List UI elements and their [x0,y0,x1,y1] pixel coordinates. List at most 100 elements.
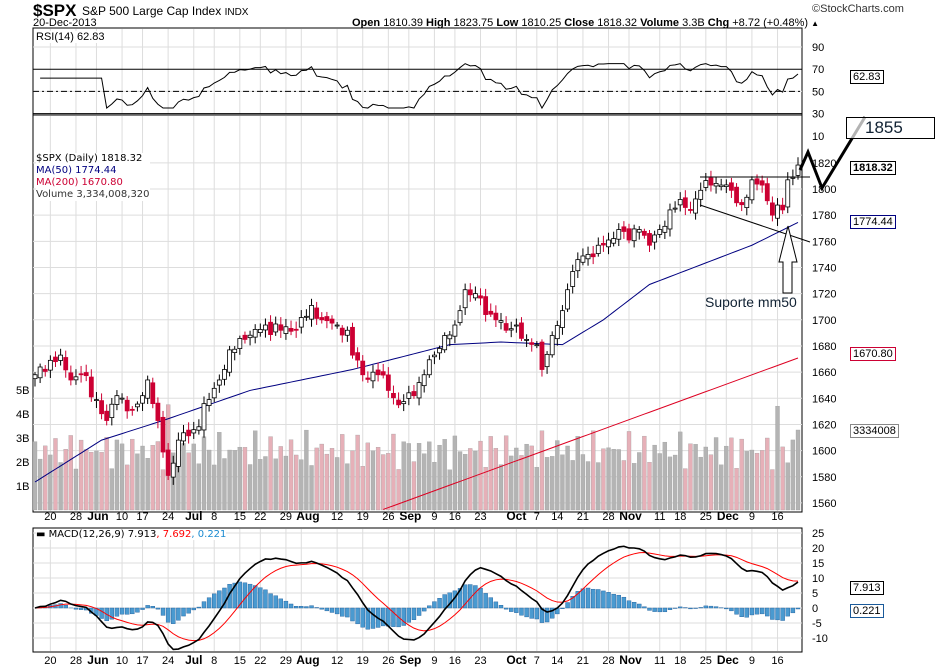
macd-histogram-bar [155,607,161,610]
volume-bar [657,453,662,511]
volume-bar [125,464,130,511]
volume-bar [473,450,478,511]
macd-histogram-bar [99,607,104,619]
volume-bar [217,432,222,511]
macd-tick-label: 20 [812,543,824,555]
candle-body [109,403,115,418]
macd-histogram-bar [729,607,734,612]
macd-label: ▬ MACD(12,26,9) 7.913, 7.692, 0.221 [36,529,227,540]
macd-histogram-bar [708,605,714,609]
x-tick-label: Dec [717,653,739,667]
candle-body [570,271,576,287]
candle-body [88,376,94,398]
macd-histogram-bar [544,607,550,623]
candle-body [252,329,258,338]
volume-bar [99,452,104,511]
price-tick-label: 1660 [812,367,836,379]
volume-bar [534,467,539,511]
macd-histogram-bar [626,600,632,609]
rsi-tick-label: 10 [812,131,824,143]
candle-body [672,207,678,210]
candle-body [595,244,601,254]
descending-trendline [699,204,811,243]
volume-bar [309,465,314,511]
x-tick-label: 16 [449,511,461,523]
x-tick-label: 29 [280,511,292,523]
x-tick-label: 19 [357,511,369,523]
x-tick-label: Jun [87,653,108,667]
target-box: 1855 [846,117,935,139]
rsi-tick-label: 90 [812,42,824,54]
macd-histogram-bar [703,605,709,609]
candle-body [677,199,683,206]
candle-body [759,180,765,186]
ma50-line [34,221,799,483]
candle-body [344,329,350,336]
volume-bar [626,431,632,511]
macd-histogram-bar [160,607,166,616]
macd-histogram-bar [360,607,365,628]
volume-bar [84,449,89,511]
volume-bar [104,436,109,511]
candle-body [447,334,453,340]
macd-histogram-bar [657,607,662,613]
candle-body [478,295,483,299]
macd-histogram-bar [580,588,586,609]
candle-body [63,357,69,371]
candle-body [452,324,458,337]
volume-bar [114,439,120,511]
volume-bar [396,469,401,511]
volume-bar [693,444,698,511]
x-tick-label: 11 [654,655,665,667]
candle-body [104,410,110,421]
x-tick-label: 18 [674,655,686,667]
macd-histogram-bar [406,607,412,623]
macd-tick-label: 5 [812,588,818,600]
volume-bar [468,448,473,511]
volume-bar [201,436,207,511]
price-tick-label: 1620 [812,419,836,431]
macd-histogram-bar [140,607,145,610]
x-tick-label: Jul [185,653,202,667]
macd-tick-label: 15 [812,558,824,570]
candle-body [769,202,775,216]
x-tick-label: 17 [136,655,148,667]
volume-bar [32,441,38,511]
candle-body [216,379,222,386]
candle-body [544,353,550,368]
candle-body [175,439,181,467]
candle-body [293,328,299,331]
x-tick-label: 26 [382,655,394,667]
volume-bar [780,446,785,511]
x-tick-label: Sep [399,653,421,667]
volume-bar [232,450,237,511]
x-tick-label: 16 [771,511,783,523]
volume-bar [596,462,601,511]
volume-bar [283,455,289,511]
x-tick-label: 14 [551,655,563,667]
candle-body [94,399,99,401]
candle-body [273,323,279,333]
candle-body [785,179,791,208]
macd-histogram-bar [688,607,693,610]
x-tick-label: 28 [70,655,82,667]
macd-histogram-bar [334,607,340,615]
volume-bar [565,445,570,511]
macd-histogram-bar [114,607,120,617]
volume-bar [263,456,268,511]
volume-bar [150,445,155,511]
candle-body [565,289,570,310]
volume-bar [319,443,324,511]
candle-body [99,400,104,415]
macd-histogram-bar [232,582,237,609]
macd-histogram-bar [135,607,140,613]
volume-bar [462,454,468,511]
price-tick-label: 1820 [812,158,836,170]
candle-body [616,229,622,240]
macd-tick-label: 0 [812,603,818,615]
x-tick-label: 20 [44,655,56,667]
macd-histogram-bar [795,607,801,610]
volume-bar [770,469,775,511]
volume-bar [729,437,734,511]
candle-body [652,234,658,243]
